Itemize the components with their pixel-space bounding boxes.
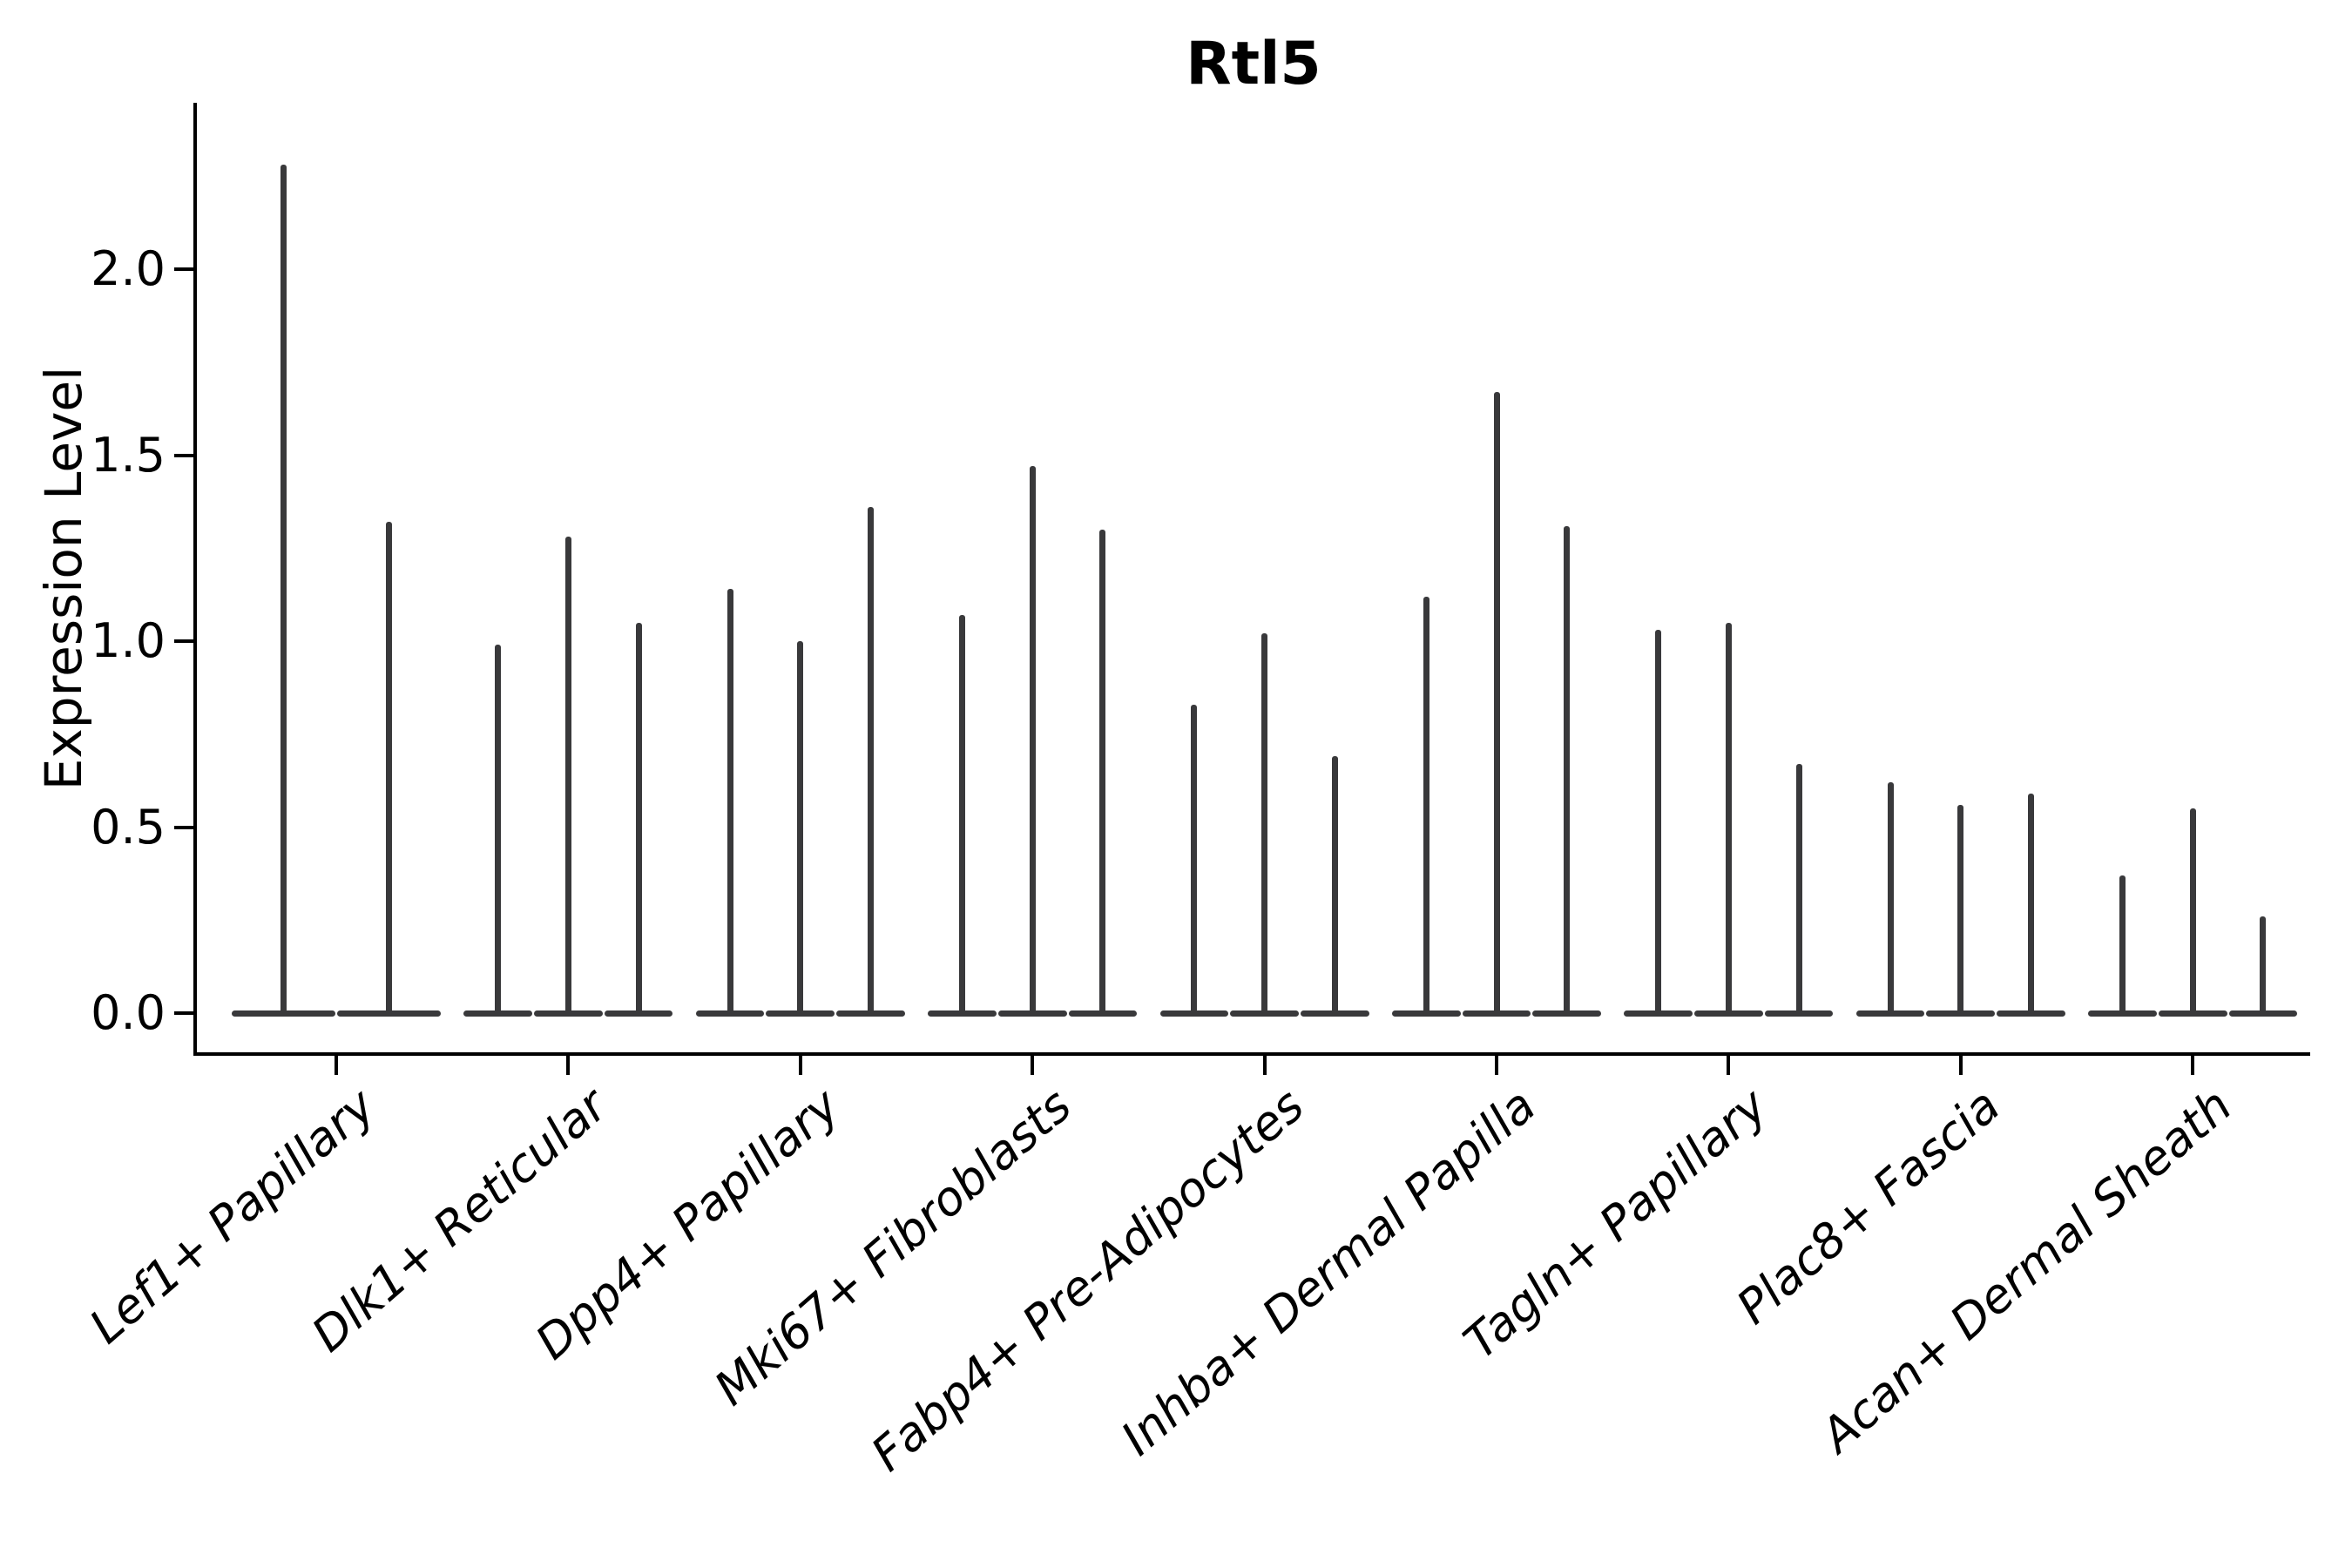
x-tick-mark — [1262, 1056, 1267, 1075]
x-tick-mark — [1031, 1056, 1035, 1075]
violin-spike — [386, 522, 392, 1017]
violin-spike — [1331, 756, 1338, 1017]
x-tick-mark — [566, 1056, 571, 1075]
y-tick-label: 0.5 — [91, 799, 166, 855]
violin-spike — [1099, 529, 1106, 1017]
y-tick-mark — [174, 825, 193, 829]
x-axis-spine — [193, 1052, 2310, 1056]
y-tick-label: 1.0 — [91, 613, 166, 668]
violin-spike — [1029, 466, 1036, 1017]
x-tick-mark — [1495, 1056, 1498, 1075]
violin-spike — [495, 645, 502, 1017]
x-tick-mark — [1958, 1056, 1963, 1075]
violin-spike — [1887, 782, 1894, 1017]
violin-spike — [2119, 875, 2126, 1017]
violin-spike — [280, 165, 287, 1017]
y-tick-label: 2.0 — [91, 241, 166, 296]
violin-spike — [1261, 633, 1268, 1017]
violin-spike — [1423, 596, 1429, 1017]
y-tick-mark — [174, 267, 193, 271]
x-tick-mark — [798, 1056, 802, 1075]
x-tick-mark — [335, 1056, 338, 1075]
y-axis-label: Expression Level — [34, 366, 93, 791]
violin-spike — [2027, 794, 2034, 1017]
x-tick-label: Acan+ Dermal Sheath — [1810, 1078, 2242, 1463]
violin-spike — [1493, 391, 1500, 1017]
y-axis-spine — [193, 103, 197, 1056]
violin-spike — [2260, 916, 2267, 1017]
y-tick-mark — [174, 639, 193, 643]
violin-spike — [2189, 808, 2196, 1017]
violin-spike — [797, 641, 804, 1017]
y-tick-mark — [174, 453, 193, 457]
x-tick-label: Fabp4+ Pre-Adipocytes — [860, 1078, 1315, 1483]
violin-spike — [564, 537, 571, 1017]
violin-spike — [1191, 704, 1198, 1017]
y-tick-label: 1.5 — [91, 427, 166, 483]
x-tick-mark — [2191, 1056, 2195, 1075]
y-tick-label: 0.0 — [91, 985, 166, 1040]
violin-spike — [959, 615, 966, 1017]
violin-spike — [727, 589, 733, 1017]
violin-spike — [1564, 525, 1571, 1017]
violin-spike — [867, 507, 874, 1017]
violin-spike — [1957, 804, 1964, 1017]
x-tick-mark — [1727, 1056, 1731, 1075]
violin-spike — [635, 622, 642, 1017]
y-tick-mark — [174, 1011, 193, 1015]
violin-spike — [1725, 622, 1732, 1017]
violin-spike — [1655, 630, 1662, 1017]
violin-spike — [1795, 763, 1802, 1017]
chart-title: Rtl5 — [1186, 30, 1321, 98]
x-tick-label: Inhba+ Dermal Papilla — [1111, 1078, 1546, 1467]
